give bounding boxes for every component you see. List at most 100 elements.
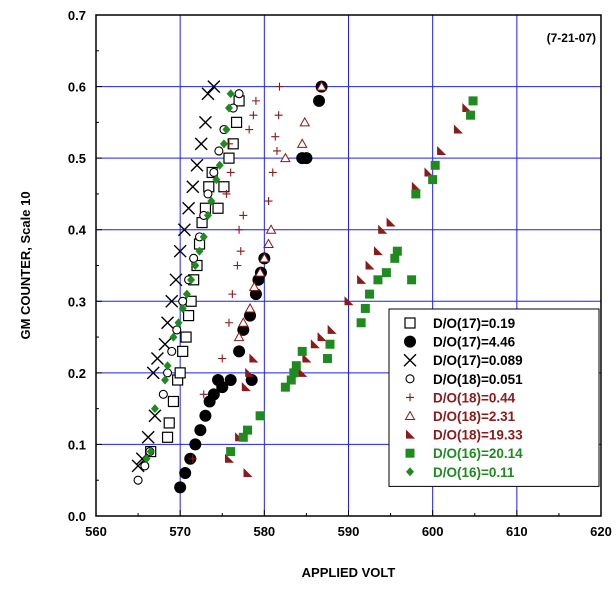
data-point: [239, 211, 248, 220]
data-point: [322, 354, 332, 364]
data-point: [194, 424, 207, 437]
x-tick-label: 560: [85, 524, 107, 539]
data-point: [167, 395, 180, 408]
y-axis-label: GM COUNTER, Scale 10: [18, 191, 33, 339]
data-point: [190, 158, 204, 172]
data-points: [131, 80, 478, 494]
y-tick-label: 0.6: [68, 80, 86, 95]
data-point: [174, 367, 186, 379]
data-point: [228, 290, 237, 299]
data-point: [241, 382, 251, 392]
legend-marker: [406, 467, 414, 477]
data-point: [189, 253, 199, 263]
data-point: [468, 96, 478, 106]
data-point: [424, 167, 434, 177]
x-tick-label: 590: [338, 524, 360, 539]
data-point: [182, 310, 195, 322]
data-point: [161, 431, 174, 443]
y-tick-label: 0.3: [68, 294, 86, 309]
y-tick-label: 0.0: [68, 509, 86, 524]
data-point: [249, 111, 258, 120]
data-point: [289, 368, 299, 378]
data-point: [203, 189, 213, 199]
data-point: [238, 432, 248, 442]
legend-label: D/O(16)=0.11: [433, 465, 515, 480]
data-point: [224, 374, 237, 387]
data-point: [430, 160, 440, 170]
y-tick-label: 0.4: [68, 223, 87, 238]
data-point: [195, 246, 204, 256]
legend-box: [388, 308, 600, 487]
data-point: [325, 339, 335, 349]
data-point: [207, 388, 220, 401]
data-point: [146, 447, 155, 457]
data-point: [148, 409, 162, 423]
legend-marker: [406, 429, 415, 439]
data-point: [174, 481, 187, 494]
y-tick-label: 0.5: [68, 151, 86, 166]
data-point: [437, 145, 447, 155]
data-point: [216, 381, 229, 394]
data-point: [356, 318, 366, 328]
data-point: [182, 201, 196, 215]
data-point: [189, 438, 202, 451]
data-point: [224, 318, 233, 327]
series-3: [131, 80, 221, 473]
legend-item: D/O(18)=0.44: [406, 390, 516, 405]
data-point: [214, 146, 224, 156]
data-point: [268, 168, 277, 177]
data-point: [243, 425, 252, 435]
data-point: [218, 181, 230, 193]
legend-label: D/O(18)=2.31: [433, 409, 516, 424]
data-point: [161, 316, 175, 330]
data-point: [280, 152, 291, 163]
data-point: [462, 103, 472, 113]
legend-item: D/O(16)=0.11: [406, 465, 515, 480]
y-tick-label: 0.1: [68, 437, 86, 452]
data-point: [258, 252, 270, 263]
x-tick-label: 570: [169, 524, 191, 539]
data-point: [373, 246, 383, 256]
data-point: [237, 323, 250, 336]
series-9: [142, 89, 235, 464]
series-4: [133, 89, 244, 485]
x-tick-label: 620: [590, 524, 612, 539]
data-point: [207, 196, 216, 206]
data-point: [236, 247, 245, 256]
data-point: [411, 181, 421, 191]
data-point: [316, 81, 327, 91]
data-point: [280, 382, 290, 392]
data-point: [300, 152, 313, 165]
data-point: [182, 289, 191, 299]
data-point: [390, 253, 400, 263]
data-point: [245, 367, 255, 377]
data-point: [310, 339, 320, 349]
series-1: [145, 95, 245, 458]
data-point: [212, 175, 221, 185]
data-point: [373, 275, 383, 285]
legend-marker: [404, 410, 416, 420]
data-point: [222, 189, 231, 198]
data-point: [131, 459, 145, 473]
data-point: [453, 124, 463, 134]
legend-label: D/O(18)=0.44: [433, 390, 516, 405]
data-point: [313, 94, 326, 107]
data-point: [169, 273, 183, 287]
date-annotation: (7-21-07): [547, 31, 596, 45]
data-point: [344, 296, 354, 306]
data-point: [365, 260, 375, 270]
legend-item: D/O(18)=0.051: [405, 372, 523, 387]
data-point: [163, 417, 175, 429]
data-point: [180, 331, 192, 343]
legend-marker: [405, 448, 415, 458]
x-tick-label: 580: [253, 524, 275, 539]
data-point: [212, 202, 224, 214]
legend-item: D/O(18)=2.31: [404, 409, 516, 424]
data-point: [226, 168, 235, 177]
data-point: [163, 361, 172, 371]
series-6: [233, 81, 327, 342]
data-point: [245, 374, 258, 387]
data-point: [172, 325, 182, 335]
data-point: [167, 346, 177, 356]
data-point: [243, 468, 253, 478]
